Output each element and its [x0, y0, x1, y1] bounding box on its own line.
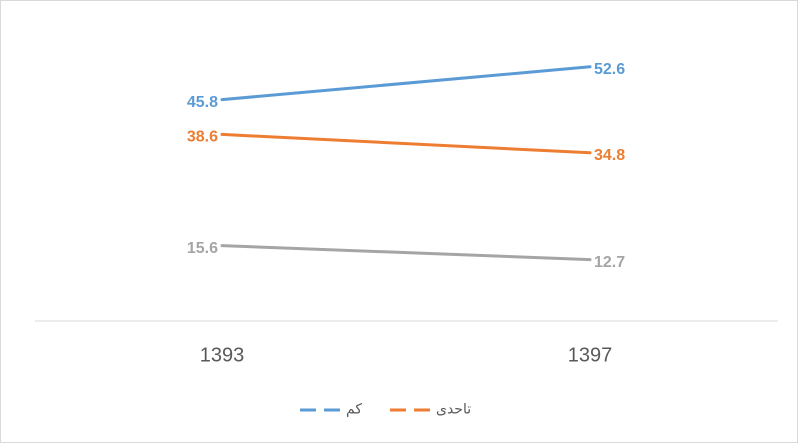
x-tick-label: 1397 — [568, 344, 613, 366]
data-label: 12.7 — [594, 254, 625, 271]
data-label: 15.6 — [187, 240, 218, 257]
series-line — [220, 65, 592, 102]
x-tick-label: 1393 — [200, 344, 245, 366]
series-line — [220, 244, 592, 262]
data-label: 45.8 — [187, 94, 218, 111]
legend-label: تاحدی — [436, 401, 471, 417]
legend-label: کم — [346, 401, 362, 418]
data-label: 52.6 — [594, 61, 625, 78]
series-line — [220, 132, 592, 155]
data-label: 38.6 — [187, 129, 218, 146]
data-label: 34.8 — [594, 147, 625, 164]
